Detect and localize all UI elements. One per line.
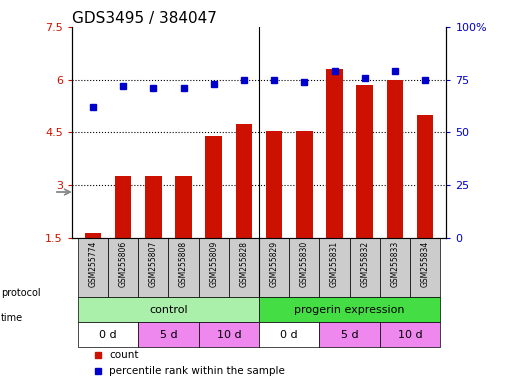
Text: GSM255807: GSM255807: [149, 241, 158, 287]
Text: 0 d: 0 d: [281, 330, 298, 340]
Text: GDS3495 / 384047: GDS3495 / 384047: [72, 11, 216, 26]
Text: count: count: [109, 351, 139, 361]
Bar: [199, 322, 259, 347]
Text: GSM255774: GSM255774: [88, 241, 97, 287]
Bar: [229, 238, 259, 297]
Bar: [206, 136, 222, 238]
Text: GSM255809: GSM255809: [209, 241, 218, 287]
Text: GSM255808: GSM255808: [179, 241, 188, 287]
Bar: [320, 238, 350, 297]
Bar: [380, 238, 410, 297]
Bar: [417, 115, 433, 238]
Text: 0 d: 0 d: [99, 330, 117, 340]
Bar: [168, 238, 199, 297]
Bar: [78, 238, 108, 297]
Text: 10 d: 10 d: [216, 330, 241, 340]
Bar: [85, 233, 101, 238]
Bar: [115, 176, 131, 238]
Bar: [259, 297, 440, 322]
Bar: [108, 238, 139, 297]
Bar: [357, 85, 373, 238]
Bar: [78, 322, 139, 347]
Text: GSM255830: GSM255830: [300, 241, 309, 287]
Bar: [145, 176, 162, 238]
Bar: [266, 131, 283, 238]
Bar: [326, 69, 343, 238]
Text: 10 d: 10 d: [398, 330, 422, 340]
Text: 5 d: 5 d: [160, 330, 177, 340]
Bar: [175, 176, 192, 238]
Text: GSM255834: GSM255834: [421, 241, 430, 287]
Text: GSM255806: GSM255806: [119, 241, 128, 287]
Bar: [139, 238, 168, 297]
Bar: [139, 322, 199, 347]
Bar: [380, 322, 440, 347]
Text: 5 d: 5 d: [341, 330, 359, 340]
Bar: [199, 238, 229, 297]
Text: progerin expression: progerin expression: [294, 305, 405, 315]
Text: control: control: [149, 305, 188, 315]
Text: GSM255831: GSM255831: [330, 241, 339, 287]
Bar: [410, 238, 440, 297]
Text: percentile rank within the sample: percentile rank within the sample: [109, 366, 285, 376]
Bar: [387, 79, 403, 238]
Bar: [289, 238, 320, 297]
Bar: [235, 124, 252, 238]
Text: time: time: [1, 313, 23, 323]
Bar: [350, 238, 380, 297]
Text: GSM255828: GSM255828: [240, 241, 248, 287]
Bar: [296, 131, 312, 238]
Bar: [259, 238, 289, 297]
Bar: [320, 322, 380, 347]
Text: GSM255833: GSM255833: [390, 241, 400, 287]
Bar: [78, 297, 259, 322]
Text: protocol: protocol: [1, 288, 41, 298]
Text: GSM255829: GSM255829: [270, 241, 279, 287]
Text: GSM255832: GSM255832: [360, 241, 369, 287]
Bar: [259, 322, 320, 347]
